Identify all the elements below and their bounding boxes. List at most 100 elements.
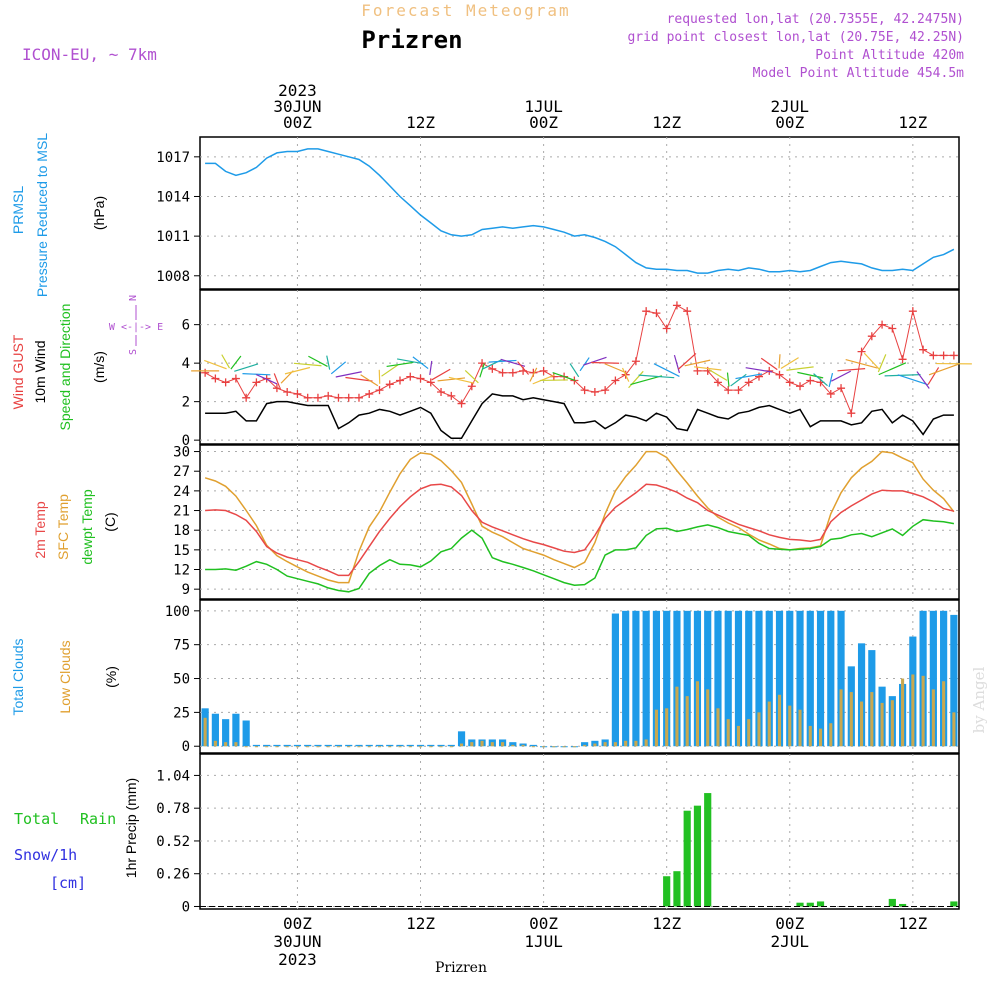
wind-arrow bbox=[678, 352, 697, 370]
gust-marker bbox=[949, 351, 958, 360]
wind-arrow bbox=[345, 376, 373, 382]
low-cloud-bar bbox=[931, 689, 935, 747]
rain-bar bbox=[663, 876, 671, 907]
low-cloud-bar bbox=[839, 689, 843, 747]
y-tick-label: 75 bbox=[173, 638, 190, 654]
gust-marker bbox=[221, 378, 230, 387]
rain-total-label: Total bbox=[14, 810, 59, 828]
low-cloud-bar bbox=[654, 709, 658, 747]
wind-arrow bbox=[431, 368, 451, 381]
meteogram-title: Forecast Meteogram bbox=[361, 1, 570, 20]
low-cloud-bar bbox=[818, 728, 823, 747]
low-cloud-bar bbox=[501, 742, 505, 747]
y-tick-label: 24 bbox=[173, 484, 190, 500]
temp-2m-line bbox=[205, 483, 955, 577]
top-time-label: 00Z bbox=[283, 113, 312, 132]
low-cloud-bar bbox=[224, 742, 228, 747]
total-cloud-bar bbox=[386, 744, 394, 747]
total-cloud-bar bbox=[416, 744, 425, 747]
wind-arrow bbox=[730, 373, 747, 387]
total-cloud-bar bbox=[929, 610, 937, 747]
compass-we: W <-|-> E bbox=[109, 322, 163, 333]
total-cloud-bar bbox=[755, 610, 763, 747]
gust-marker bbox=[590, 388, 599, 397]
clouds-unit: (%) bbox=[103, 666, 119, 688]
wind-arrow bbox=[242, 373, 271, 376]
wind-arrow bbox=[284, 366, 311, 375]
location-title: Prizren bbox=[361, 26, 462, 54]
low-cloud-bar bbox=[275, 746, 279, 748]
total-cloud-bar bbox=[734, 610, 743, 747]
total-cloud-bar bbox=[437, 744, 445, 747]
low-cloud-bar bbox=[336, 746, 341, 748]
pressure-line bbox=[205, 148, 955, 274]
total-cloud-bar bbox=[375, 744, 384, 747]
y-tick-label: 0 bbox=[182, 899, 190, 915]
gust-marker bbox=[406, 372, 415, 381]
total-cloud-bar bbox=[427, 744, 435, 747]
low-cloud-bar bbox=[644, 739, 648, 747]
total-cloud-bar bbox=[693, 610, 702, 747]
gust-marker bbox=[826, 389, 835, 398]
low-cloud-bar bbox=[952, 712, 956, 747]
wind-arrow bbox=[517, 361, 530, 375]
bottom-time-label: 1JUL bbox=[524, 932, 563, 951]
total-cloud-bar bbox=[806, 610, 814, 747]
wind-arrow bbox=[630, 375, 663, 386]
snow-unit: [cm] bbox=[50, 874, 86, 892]
y-tick-label: 1014 bbox=[156, 189, 190, 205]
low-cloud-bar bbox=[460, 743, 464, 747]
low-cloud-bar bbox=[326, 746, 330, 748]
low-cloud-bar bbox=[480, 740, 484, 747]
wind-arrow bbox=[230, 355, 242, 370]
gust-marker bbox=[539, 366, 548, 375]
gust-marker bbox=[211, 374, 220, 383]
low-cloud-bar bbox=[583, 744, 587, 747]
y-tick-label: 1.04 bbox=[156, 768, 190, 784]
top-time-label: 12Z bbox=[652, 113, 681, 132]
total-cloud-bar bbox=[222, 719, 230, 747]
low-cloud-bar bbox=[921, 675, 925, 747]
wind-arrow bbox=[828, 372, 834, 388]
total-cloud-bar bbox=[252, 744, 261, 747]
gust-marker bbox=[447, 391, 456, 400]
bottom-time-label: 12Z bbox=[406, 914, 435, 933]
gust-marker bbox=[785, 378, 794, 387]
low-cloud-bar bbox=[244, 746, 248, 748]
wind-arrow bbox=[628, 370, 644, 389]
low-cloud-bar bbox=[234, 742, 238, 747]
footer-location: Prizren bbox=[435, 960, 487, 976]
gust-marker bbox=[775, 370, 784, 379]
gust-marker bbox=[631, 357, 640, 366]
top-time-label: 2023 bbox=[278, 81, 317, 100]
low-cloud-bar bbox=[736, 725, 741, 747]
total-cloud-bar bbox=[273, 744, 281, 747]
low-cloud-bar bbox=[665, 708, 669, 747]
wind10m-line bbox=[205, 393, 954, 439]
total-cloud-bar bbox=[796, 610, 804, 747]
gust-marker bbox=[580, 386, 589, 395]
total-cloud-bar bbox=[704, 610, 712, 747]
gust-marker bbox=[908, 307, 917, 316]
rain-bar bbox=[888, 898, 896, 907]
gust-marker bbox=[683, 307, 692, 316]
total-cloud-bar bbox=[232, 713, 240, 747]
gust-marker bbox=[283, 388, 292, 397]
wind-arrow bbox=[448, 376, 475, 384]
wind-arrow bbox=[863, 352, 880, 370]
wind-arrow bbox=[726, 372, 730, 387]
rain-bar bbox=[806, 902, 814, 907]
wind-arrow bbox=[638, 374, 675, 379]
rain-bar bbox=[816, 901, 825, 907]
low-cloud-bar bbox=[203, 717, 207, 747]
y-tick-label: 1017 bbox=[156, 150, 190, 166]
model-altitude: Model Point Altitude 454.5m bbox=[753, 66, 964, 81]
wind-arrow bbox=[293, 362, 322, 367]
total-cloud-bar bbox=[304, 744, 312, 747]
low-cloud-bar bbox=[511, 744, 515, 747]
gust-marker bbox=[313, 393, 322, 402]
low-cloud-bar bbox=[695, 681, 699, 747]
y-tick-label: 2 bbox=[182, 395, 190, 411]
low-cloud-bar bbox=[911, 674, 915, 747]
